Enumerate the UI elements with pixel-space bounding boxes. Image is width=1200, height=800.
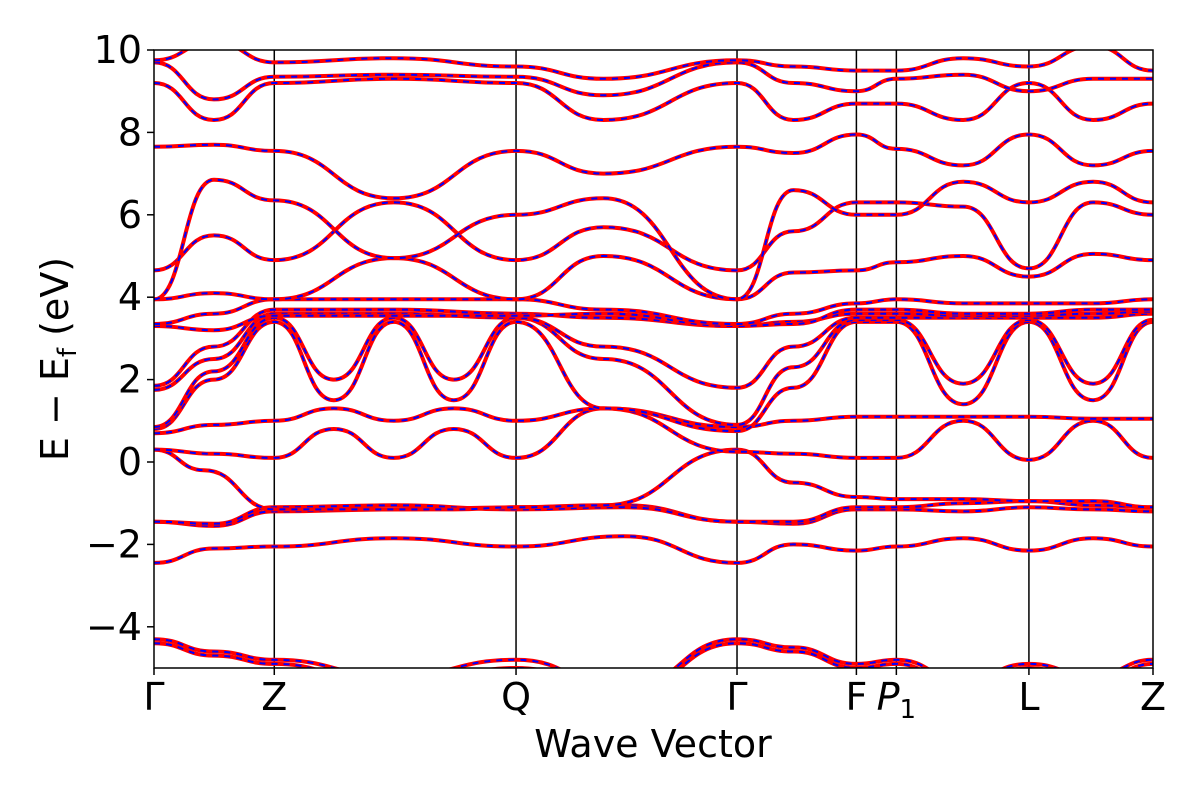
band-0-dashed (154, 535, 1153, 564)
band-4-dashed (154, 407, 1153, 461)
plot-frame (153, 49, 1154, 669)
x-tick-label-3: Γ (726, 675, 747, 719)
x-tick-label-2: Q (501, 675, 531, 719)
band-17-solid (154, 60, 1153, 102)
y-axis-title: E − Ef (eV) (33, 257, 83, 461)
x-axis: Γ Z Q Γ F P1 L Z (143, 668, 1166, 725)
y-tick-label: 2 (118, 358, 142, 402)
band-19-dashed (154, 638, 1153, 668)
y-tick-label: 6 (118, 193, 142, 237)
x-tick-label-0: Γ (143, 675, 164, 719)
y-tick-label: 10 (94, 28, 142, 72)
band-18-dashed (154, 50, 1153, 80)
x-tick-label-5: P1 (877, 675, 916, 725)
x-tick-label-6: L (1018, 675, 1039, 719)
band-14-dashed (154, 178, 1153, 301)
x-tick-label-4: F (845, 675, 867, 719)
y-tick-label: 0 (118, 440, 142, 484)
kpoint-lines (273, 50, 1030, 668)
y-axis-title-unit: (eV) (33, 257, 77, 348)
y-axis-title-main: E − E (33, 357, 77, 461)
band-6-dashed (154, 320, 1153, 433)
bands-group (154, 50, 1153, 668)
band-7-solid (154, 315, 1153, 429)
y-tick-label: 8 (118, 110, 142, 154)
y-tick-label: −2 (86, 522, 142, 566)
x-tick-label-1: Z (261, 675, 287, 719)
x-tick-label-7: Z (1140, 675, 1166, 719)
y-tick-label: −4 (86, 605, 142, 649)
y-tick-label: 4 (118, 275, 142, 319)
band-3-dashed (154, 448, 1153, 511)
y-axis-title-sub: f (53, 347, 83, 357)
band-11-dashed (154, 298, 1153, 326)
x-axis-title: Wave Vector (534, 722, 772, 766)
band-10-dashed (154, 308, 1153, 332)
band-13-dashed (154, 201, 1153, 272)
y-axis: −4 −2 0 2 4 6 8 10 (86, 28, 154, 649)
band-15-dashed (154, 133, 1153, 200)
band-16-dashed (154, 77, 1153, 122)
